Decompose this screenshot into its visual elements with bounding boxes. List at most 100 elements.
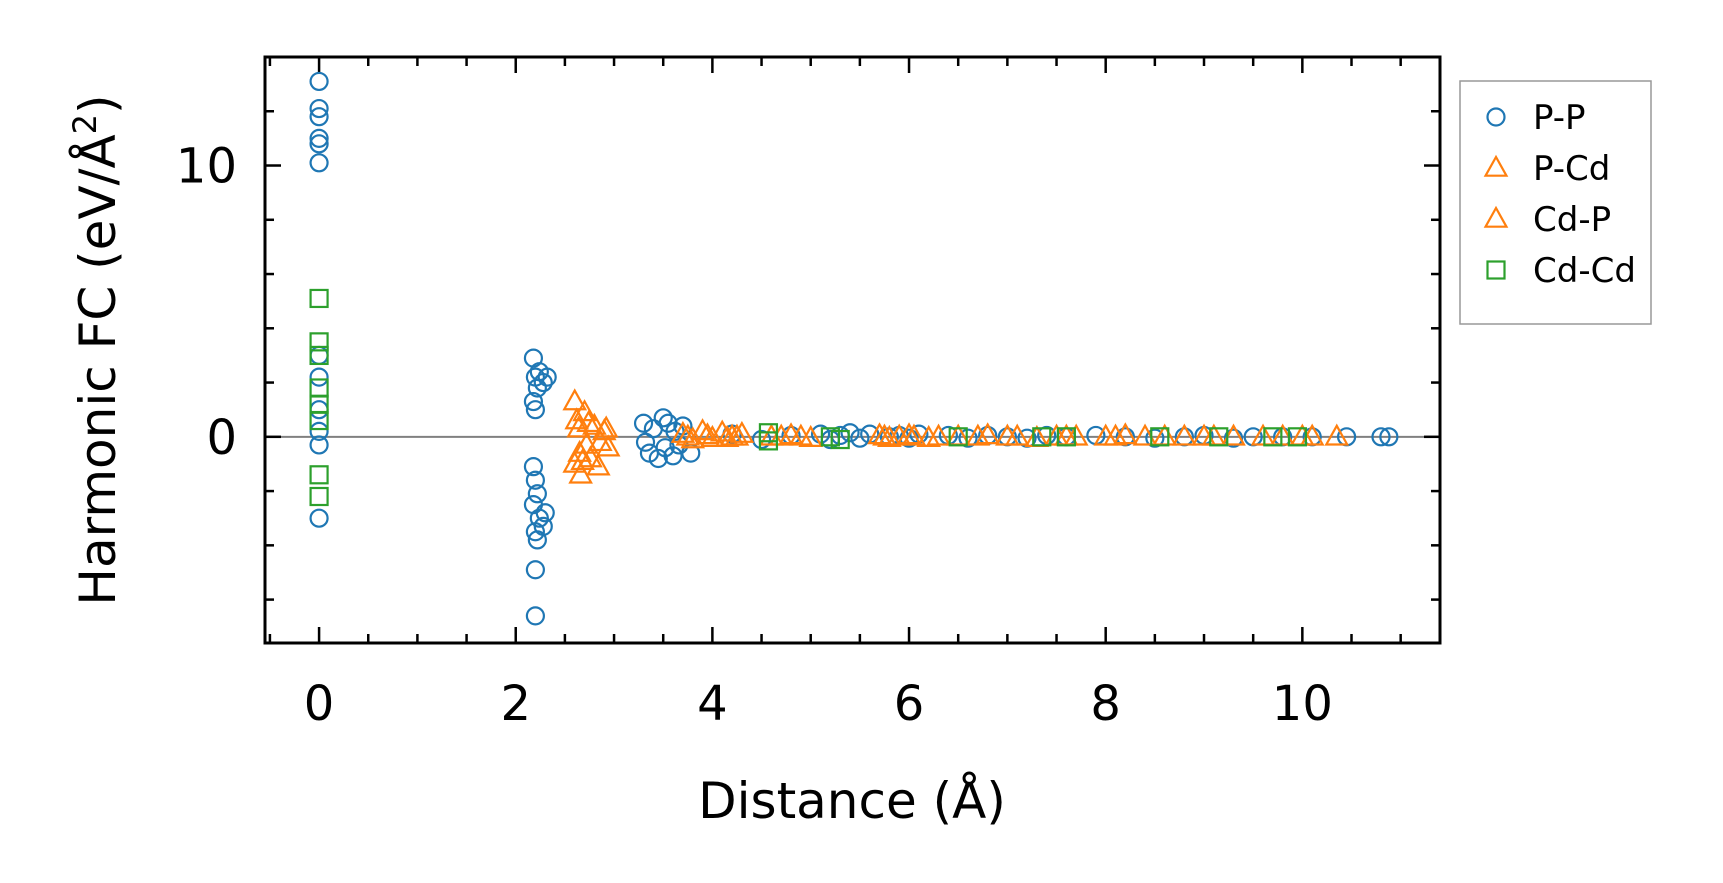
y-axis-label-close: ): [69, 94, 127, 114]
tick-labels: 0 2 4 6 8 10 0 10: [176, 139, 1333, 732]
data-point-p-p: [850, 428, 870, 448]
data-point-cd-p: [675, 423, 701, 446]
data-point-cd-p: [593, 415, 619, 438]
data-point-p-p: [309, 134, 329, 154]
data-point-p-p: [309, 128, 329, 148]
data-point-cd-cd: [309, 332, 329, 352]
legend-label-cd-cd: Cd-Cd: [1533, 251, 1636, 291]
data-point-cd-p: [872, 423, 897, 446]
data-point-p-p: [1145, 428, 1165, 448]
legend-label-p-p: P-P: [1533, 98, 1586, 138]
data-point-p-cd: [700, 424, 725, 447]
data-point-p-p: [309, 98, 329, 119]
data-point-p-cd: [568, 461, 593, 484]
data-point-p-cd: [798, 424, 824, 447]
data-point-p-cd: [595, 434, 621, 457]
data-point-p-p: [523, 391, 544, 412]
data-point-p-cd: [709, 419, 735, 442]
data-point-cd-p: [695, 422, 720, 445]
data-points: [309, 71, 1399, 626]
data-point-p-p: [1379, 427, 1399, 447]
data-point-cd-p: [576, 409, 601, 433]
x-axis-label: Distance (Å): [698, 772, 1006, 830]
data-point-p-p: [309, 400, 329, 420]
x-tick-label: 8: [1090, 676, 1121, 732]
data-point-p-p: [309, 421, 329, 441]
data-point-p-p: [527, 484, 547, 504]
data-point-p-p: [527, 530, 547, 550]
y-axis-label-sup: 2: [66, 114, 104, 134]
axis-ticks: [265, 55, 1440, 643]
data-point-cd-cd: [830, 429, 850, 450]
legend-items: P-P P-Cd Cd-P Cd-Cd: [1483, 98, 1636, 291]
series-cd-p: [566, 409, 1325, 471]
data-point-p-cd: [562, 450, 588, 473]
data-point-cd-p: [901, 423, 927, 446]
data-point-cd-p: [788, 423, 814, 446]
data-point-p-p: [535, 503, 555, 523]
data-point-p-p: [525, 400, 545, 420]
data-point-p-p: [525, 470, 545, 490]
data-point-cd-p: [566, 415, 591, 438]
legend-marker-p-p: [1486, 107, 1506, 127]
data-point-cd-cd: [758, 431, 779, 451]
data-point-p-p: [309, 435, 329, 455]
data-point-p-p: [958, 428, 978, 448]
data-point-p-p: [309, 153, 329, 173]
data-point-p-cd: [586, 453, 611, 476]
y-tick-label: 0: [206, 410, 237, 466]
data-point-cd-cd: [1263, 427, 1283, 447]
data-point-cd-p: [1103, 423, 1128, 446]
legend-label-p-cd: P-Cd: [1533, 149, 1610, 189]
legend-item-p-p: P-P: [1486, 98, 1586, 138]
x-tick-label: 10: [1272, 676, 1333, 732]
data-point-p-p: [840, 423, 860, 443]
data-point-p-cd: [562, 388, 588, 411]
data-point-p-cd: [729, 420, 755, 443]
series-cd-cd: [309, 288, 1308, 507]
data-point-p-cd: [1324, 423, 1350, 446]
legend: P-P P-Cd Cd-P Cd-Cd: [1459, 80, 1652, 325]
data-point-p-cd: [582, 412, 607, 435]
legend-label-cd-p: Cd-P: [1533, 200, 1611, 240]
x-tick-label: 2: [500, 676, 531, 732]
data-point-p-p: [751, 429, 772, 450]
data-point-p-cd: [690, 418, 715, 441]
data-point-p-p: [648, 448, 668, 469]
data-point-cd-cd: [309, 486, 329, 507]
data-point-cd-cd: [309, 345, 329, 366]
data-point-p-cd: [896, 422, 922, 445]
x-tick-label: 0: [304, 676, 335, 732]
data-point-cd-p: [724, 423, 750, 446]
legend-marker-p-cd: [1483, 154, 1509, 177]
data-point-cd-p: [965, 423, 991, 446]
data-point-cd-cd: [309, 288, 329, 309]
data-point-cd-cd: [1150, 427, 1170, 447]
data-point-cd-p: [587, 428, 613, 452]
x-tick-label: 4: [697, 676, 728, 732]
data-point-p-p: [653, 408, 673, 428]
data-point-cd-cd: [309, 465, 329, 485]
plot-frame: [263, 55, 1442, 645]
data-point-p-p: [533, 372, 553, 393]
x-tick-label: 6: [894, 676, 925, 732]
y-axis-label: Harmonic FC (eV/Å2): [66, 94, 127, 605]
data-point-p-p: [1371, 427, 1391, 447]
data-point-p-p: [309, 71, 329, 92]
legend-marker-cd-cd: [1486, 260, 1506, 280]
series-p-p: [309, 71, 1399, 626]
data-point-p-cd: [916, 424, 942, 447]
data-point-p-p: [523, 457, 544, 477]
data-point-cd-cd: [1056, 427, 1076, 447]
data-point-p-p: [309, 107, 329, 127]
data-point-p-cd: [564, 407, 590, 430]
data-point-cd-cd: [1287, 427, 1308, 447]
data-point-cd-cd: [820, 427, 840, 447]
data-point-p-cd: [670, 420, 696, 443]
data-point-p-cd: [877, 424, 902, 447]
legend-item-p-cd: P-Cd: [1483, 149, 1610, 189]
legend-item-cd-cd: Cd-Cd: [1486, 251, 1636, 291]
data-point-p-p: [525, 560, 545, 580]
data-point-p-p: [1223, 428, 1244, 448]
data-point-p-cd: [680, 426, 706, 449]
